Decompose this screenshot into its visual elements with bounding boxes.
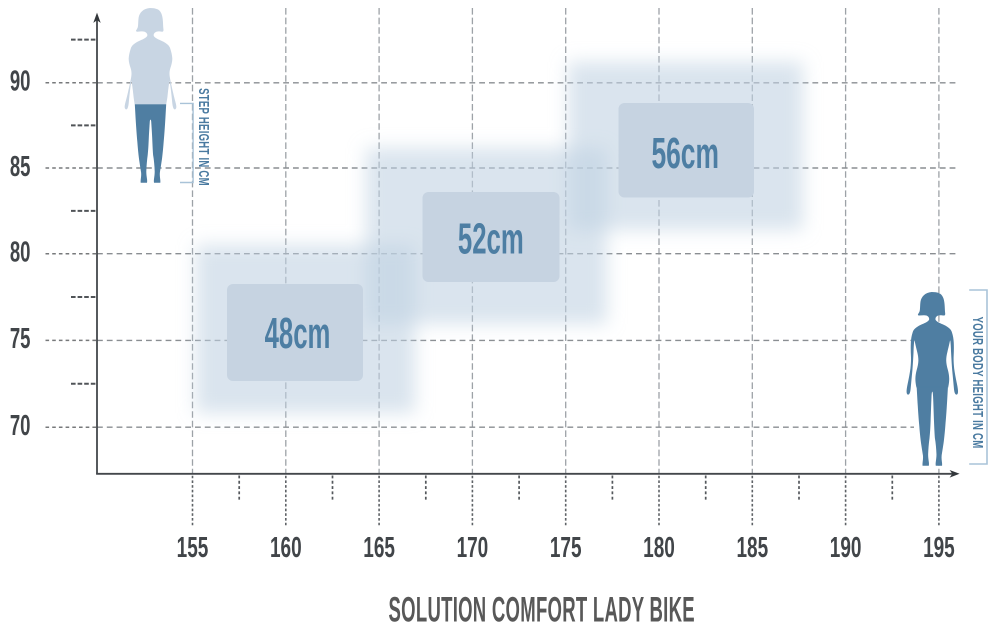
svg-text:180: 180 — [643, 532, 675, 564]
svg-text:SOLUTION COMFORT LADY BIKE: SOLUTION COMFORT LADY BIKE — [389, 590, 695, 629]
svg-text:185: 185 — [736, 532, 768, 564]
svg-text:195: 195 — [923, 532, 955, 564]
svg-text:70: 70 — [10, 410, 31, 442]
svg-text:90: 90 — [10, 66, 31, 98]
svg-text:85: 85 — [10, 151, 31, 183]
svg-text:YOUR BODY HEIGHT IN CM: YOUR BODY HEIGHT IN CM — [969, 317, 986, 449]
svg-text:80: 80 — [10, 236, 31, 268]
svg-text:170: 170 — [457, 532, 489, 564]
svg-text:175: 175 — [550, 532, 582, 564]
svg-text:48cm: 48cm — [265, 308, 331, 358]
svg-text:155: 155 — [177, 532, 209, 564]
svg-text:190: 190 — [830, 532, 862, 564]
svg-text:165: 165 — [363, 532, 395, 564]
svg-text:160: 160 — [270, 532, 302, 564]
svg-text:52cm: 52cm — [458, 213, 524, 263]
svg-text:STEP HEIGHT IN CM: STEP HEIGHT IN CM — [195, 88, 212, 186]
svg-text:56cm: 56cm — [651, 128, 718, 178]
svg-text:75: 75 — [10, 323, 31, 355]
